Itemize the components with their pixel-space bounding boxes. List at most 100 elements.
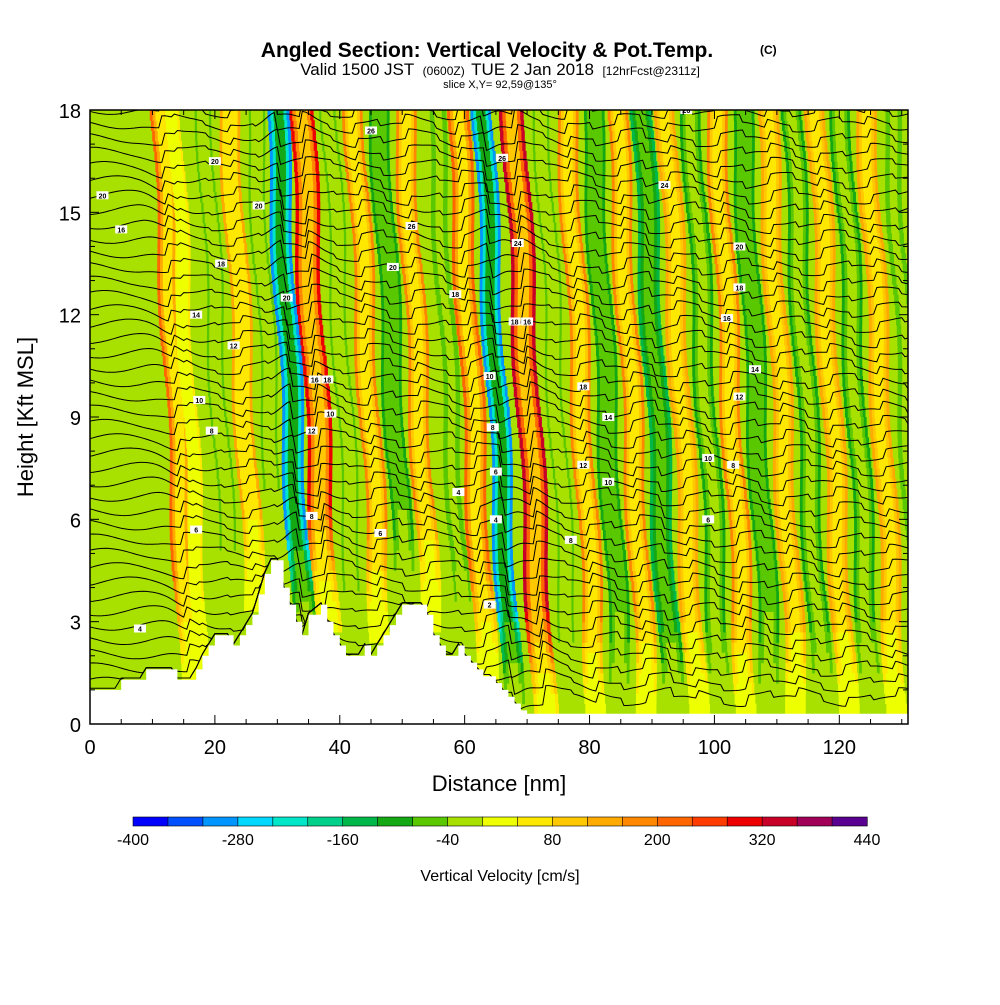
velocity-cell <box>885 529 896 541</box>
velocity-cell <box>474 560 485 572</box>
velocity-cell <box>485 212 495 224</box>
velocity-cell <box>644 314 655 326</box>
velocity-cell <box>857 468 867 479</box>
velocity-cell <box>223 498 231 510</box>
velocity-cell <box>703 437 713 449</box>
velocity-cell <box>299 601 310 613</box>
velocity-cell <box>751 396 762 408</box>
velocity-cell <box>698 304 708 316</box>
velocity-cell <box>357 222 367 234</box>
velocity-cell <box>862 642 872 653</box>
velocity-cell <box>466 355 477 367</box>
velocity-cell <box>793 243 803 254</box>
velocity-cell <box>859 590 869 602</box>
velocity-cell <box>821 345 831 357</box>
velocity-cell <box>223 509 232 520</box>
velocity-cell <box>735 529 746 541</box>
velocity-cell <box>910 663 926 674</box>
velocity-cell <box>447 468 456 479</box>
velocity-cell <box>497 498 508 510</box>
velocity-cell <box>693 222 704 234</box>
velocity-cell <box>848 376 858 387</box>
velocity-cell <box>685 611 696 623</box>
velocity-cell <box>766 150 776 162</box>
velocity-cell <box>259 273 267 285</box>
velocity-cell <box>588 672 598 684</box>
velocity-cell <box>777 365 787 377</box>
velocity-cell <box>912 571 924 582</box>
velocity-cell <box>739 202 749 213</box>
velocity-cell <box>267 478 276 490</box>
velocity-cell <box>832 560 843 572</box>
velocity-cell <box>381 232 391 244</box>
velocity-cell <box>699 396 709 408</box>
velocity-cell <box>211 345 219 357</box>
velocity-cell <box>788 590 798 602</box>
velocity-cell <box>287 365 298 377</box>
velocity-cell <box>163 212 173 224</box>
velocity-cell <box>482 171 493 183</box>
velocity-cell <box>825 386 835 398</box>
velocity-cell <box>178 232 186 244</box>
velocity-cell <box>737 580 747 592</box>
velocity-cell <box>181 376 190 387</box>
velocity-cell <box>714 202 724 213</box>
velocity-cell <box>485 294 495 306</box>
velocity-cell <box>349 601 357 613</box>
velocity-cell <box>178 243 187 254</box>
velocity-cell <box>710 611 720 623</box>
velocity-cell <box>657 560 668 572</box>
velocity-cell <box>528 468 541 479</box>
velocity-cell <box>422 529 433 541</box>
velocity-cell <box>374 631 385 643</box>
velocity-cell <box>175 529 185 541</box>
velocity-cell <box>575 396 585 408</box>
velocity-cell <box>587 652 598 664</box>
velocity-cell <box>915 714 927 725</box>
velocity-cell <box>639 601 649 613</box>
velocity-cell <box>725 355 735 367</box>
velocity-cell <box>360 355 370 367</box>
velocity-cell <box>180 590 190 602</box>
velocity-cell <box>575 314 585 326</box>
velocity-cell <box>588 590 598 602</box>
velocity-cell <box>847 273 857 285</box>
velocity-cell <box>601 345 612 357</box>
velocity-cell <box>656 488 667 500</box>
velocity-cell <box>383 253 394 265</box>
velocity-cell <box>286 355 297 367</box>
velocity-cell <box>269 498 278 510</box>
velocity-cell <box>644 222 655 234</box>
velocity-cell <box>414 365 424 377</box>
velocity-cell <box>587 621 598 633</box>
velocity-cell <box>831 447 842 459</box>
velocity-cell <box>861 631 871 643</box>
velocity-cell <box>253 130 261 142</box>
velocity-cell <box>174 181 183 193</box>
velocity-cell <box>211 294 220 306</box>
velocity-cell <box>590 150 600 162</box>
velocity-cell <box>438 273 447 285</box>
velocity-cell <box>241 457 252 469</box>
velocity-cell <box>167 110 175 121</box>
velocity-cell <box>435 140 444 152</box>
velocity-cell <box>401 150 411 162</box>
velocity-cell <box>692 212 703 224</box>
velocity-cell <box>534 642 546 653</box>
velocity-cell <box>412 314 423 326</box>
velocity-cell <box>862 171 872 183</box>
velocity-cell <box>458 263 469 275</box>
velocity-cell <box>315 539 327 551</box>
velocity-cell <box>408 273 419 285</box>
velocity-cell <box>793 202 804 213</box>
velocity-cell <box>858 488 869 500</box>
velocity-cell <box>371 478 381 490</box>
velocity-cell <box>300 150 312 162</box>
velocity-cell <box>737 560 747 572</box>
velocity-cell <box>576 437 586 449</box>
velocity-cell <box>911 560 923 571</box>
velocity-cell <box>683 478 693 490</box>
velocity-cell <box>378 202 388 213</box>
velocity-cell <box>265 437 273 449</box>
